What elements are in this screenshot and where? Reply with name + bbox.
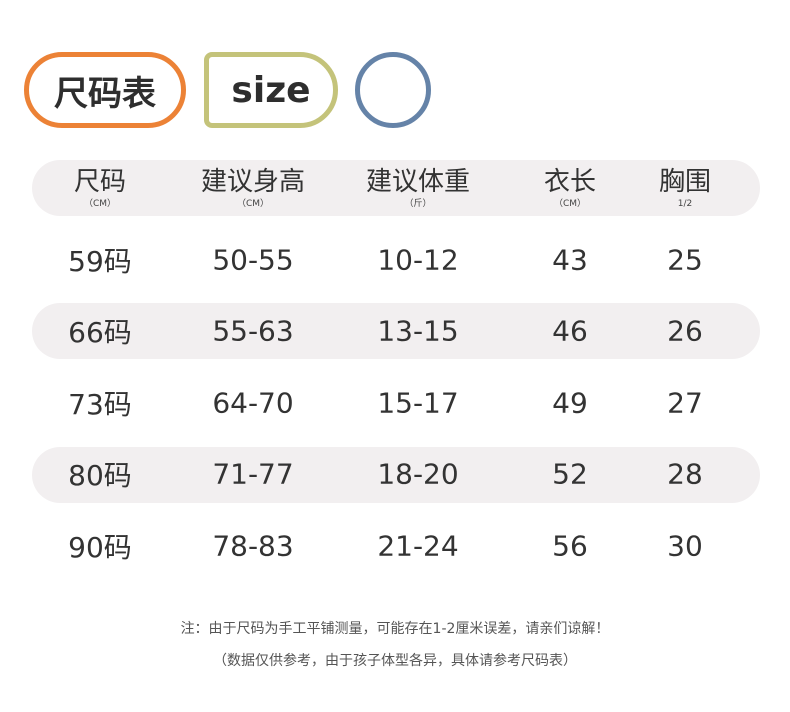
table-cell: 55-63 bbox=[212, 314, 294, 348]
title-text: 尺码表 bbox=[54, 73, 156, 114]
column-header: 尺码 （CM） bbox=[74, 166, 126, 210]
table-cell: 25 bbox=[667, 243, 703, 277]
header-unit: （CM） bbox=[236, 199, 270, 209]
table-cell: 59码 bbox=[68, 245, 132, 278]
header-unit: （CM） bbox=[83, 199, 117, 209]
table-cell: 50-55 bbox=[212, 243, 294, 277]
header-band bbox=[32, 160, 760, 216]
table-cell: 28 bbox=[667, 457, 703, 491]
header-unit: （斤） bbox=[404, 199, 432, 209]
table-cell: 46 bbox=[552, 314, 588, 348]
table-cell: 27 bbox=[667, 386, 703, 420]
size-badge: size bbox=[204, 52, 338, 128]
table-cell: 66码 bbox=[68, 316, 132, 349]
table-cell: 15-17 bbox=[377, 386, 459, 420]
note-line-1: 注：由于尺码为手工平铺测量，可能存在1-2厘米误差，请亲们谅解！ bbox=[180, 621, 610, 637]
header-unit: 1/2 bbox=[677, 199, 693, 209]
table-cell: 18-20 bbox=[377, 457, 459, 491]
table-cell: 30 bbox=[667, 529, 703, 563]
table-cell: 10-12 bbox=[377, 243, 459, 277]
table-cell: 80码 bbox=[68, 459, 132, 492]
table-cell: 13-15 bbox=[377, 314, 459, 348]
table-cell: 64-70 bbox=[212, 386, 294, 420]
title-badge: 尺码表 bbox=[24, 52, 186, 128]
table-cell: 56 bbox=[552, 529, 588, 563]
row-band bbox=[32, 303, 760, 359]
header-unit: （CM） bbox=[553, 199, 587, 209]
table-cell: 21-24 bbox=[377, 529, 459, 563]
note-line-2: （数据仅供参考，由于孩子体型各异，具体请参考尺码表） bbox=[213, 653, 577, 669]
table-cell: 73码 bbox=[68, 388, 132, 421]
header-label: 胸围 bbox=[658, 167, 712, 197]
table-cell: 52 bbox=[552, 457, 588, 491]
circle-decoration bbox=[355, 52, 431, 128]
header-label: 建议身高 bbox=[200, 167, 306, 197]
table-cell: 49 bbox=[552, 386, 588, 420]
size-text: size bbox=[231, 69, 311, 111]
table-cell: 78-83 bbox=[212, 529, 294, 563]
table-cell: 90码 bbox=[68, 531, 132, 564]
column-header: 衣长 （CM） bbox=[544, 166, 596, 210]
column-header: 建议身高 （CM） bbox=[201, 166, 305, 210]
table-cell: 26 bbox=[667, 314, 703, 348]
row-band bbox=[32, 447, 760, 503]
header-label: 建议体重 bbox=[365, 167, 471, 197]
header-label: 衣长 bbox=[543, 167, 597, 197]
table-cell: 71-77 bbox=[212, 457, 294, 491]
column-header: 建议体重 （斤） bbox=[366, 166, 470, 210]
table-cell: 43 bbox=[552, 243, 588, 277]
column-header: 胸围 1/2 bbox=[659, 166, 711, 210]
header-label: 尺码 bbox=[73, 167, 127, 197]
